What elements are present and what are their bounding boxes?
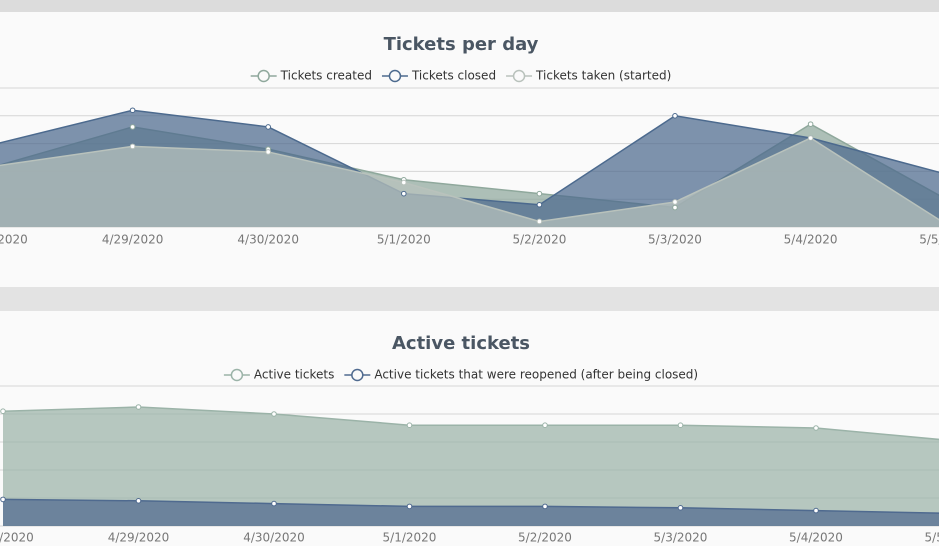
area-line: [2, 406, 939, 441]
point: [536, 201, 543, 208]
legend-item: Active tickets that were reopened (after…: [344, 368, 698, 382]
x-tick-label: 5/5/2020: [925, 531, 939, 545]
area-line: [0, 109, 939, 206]
area-line: [2, 498, 939, 514]
area-line: [0, 137, 939, 223]
x-tick-label: 4/29/2020: [108, 531, 170, 545]
point: [135, 404, 142, 410]
legend-item: Active tickets: [223, 368, 334, 382]
area-fill: [3, 499, 939, 526]
x-tick-label: 5/3/2020: [648, 233, 702, 247]
point: [542, 422, 548, 429]
legend-label: Active tickets that were reopened (after…: [374, 368, 698, 382]
point: [807, 121, 814, 127]
point: [401, 179, 407, 186]
x-tick-label: 4/30/2020: [243, 531, 305, 545]
x-tick-label: 5/4/2020: [789, 531, 843, 545]
legend-item: Tickets taken (started): [506, 69, 671, 83]
x-tick-label: 5/3/2020: [654, 531, 708, 545]
legend-marker: [388, 69, 402, 83]
point: [536, 190, 543, 197]
point: [129, 107, 136, 114]
x-tick-label: 5/2/2020: [512, 233, 566, 247]
legend-label: Tickets closed: [411, 69, 496, 83]
x-tick-label: 4/28/2020: [0, 531, 34, 545]
x-tick-label: 5/1/2020: [383, 531, 437, 545]
x-tick-label: 4/29/2020: [102, 233, 164, 247]
point: [401, 190, 407, 197]
top-strip: [0, 0, 939, 12]
legend-marker: [230, 368, 244, 382]
point: [677, 422, 684, 429]
chart-title: Tickets per day: [384, 34, 539, 55]
point: [813, 425, 819, 431]
point: [135, 498, 142, 504]
point: [129, 143, 136, 150]
point: [265, 124, 272, 130]
point: [406, 503, 413, 510]
point: [0, 496, 6, 503]
area-fill: [0, 138, 939, 227]
point: [265, 149, 272, 155]
legend-marker: [351, 368, 364, 382]
legend-item: Tickets created: [250, 69, 372, 83]
chart-title: Active tickets: [392, 333, 530, 354]
point: [536, 218, 543, 225]
legend-label: Tickets created: [280, 69, 372, 83]
area-fill: [3, 407, 939, 526]
legend: Tickets created Tickets closed Tickets tak…: [250, 69, 671, 83]
legend-item: Tickets closed: [381, 69, 496, 83]
x-tick-label: 4/30/2020: [237, 233, 299, 247]
point: [406, 422, 413, 429]
point: [672, 199, 678, 205]
legend: Active tickets Active tickets that were r…: [223, 368, 698, 382]
x-tick-label: 5/1/2020: [377, 233, 431, 247]
point: [672, 204, 678, 211]
x-tick-label: 5/4/2020: [784, 233, 838, 247]
point: [271, 411, 277, 417]
point: [0, 408, 6, 415]
x-tick-label: 5/5/2020: [919, 233, 939, 247]
point: [672, 113, 678, 119]
point: [129, 124, 136, 130]
point: [813, 507, 819, 514]
legend-marker: [257, 69, 270, 83]
legend-label: Tickets taken (started): [535, 69, 671, 83]
legend-marker: [512, 69, 526, 83]
point: [677, 505, 684, 511]
point: [271, 500, 277, 507]
point: [542, 503, 548, 510]
x-tick-label: 4/28/2020: [0, 233, 28, 247]
x-tick-label: 5/2/2020: [518, 531, 572, 545]
point: [807, 135, 814, 141]
legend-label: Active tickets: [254, 368, 334, 382]
